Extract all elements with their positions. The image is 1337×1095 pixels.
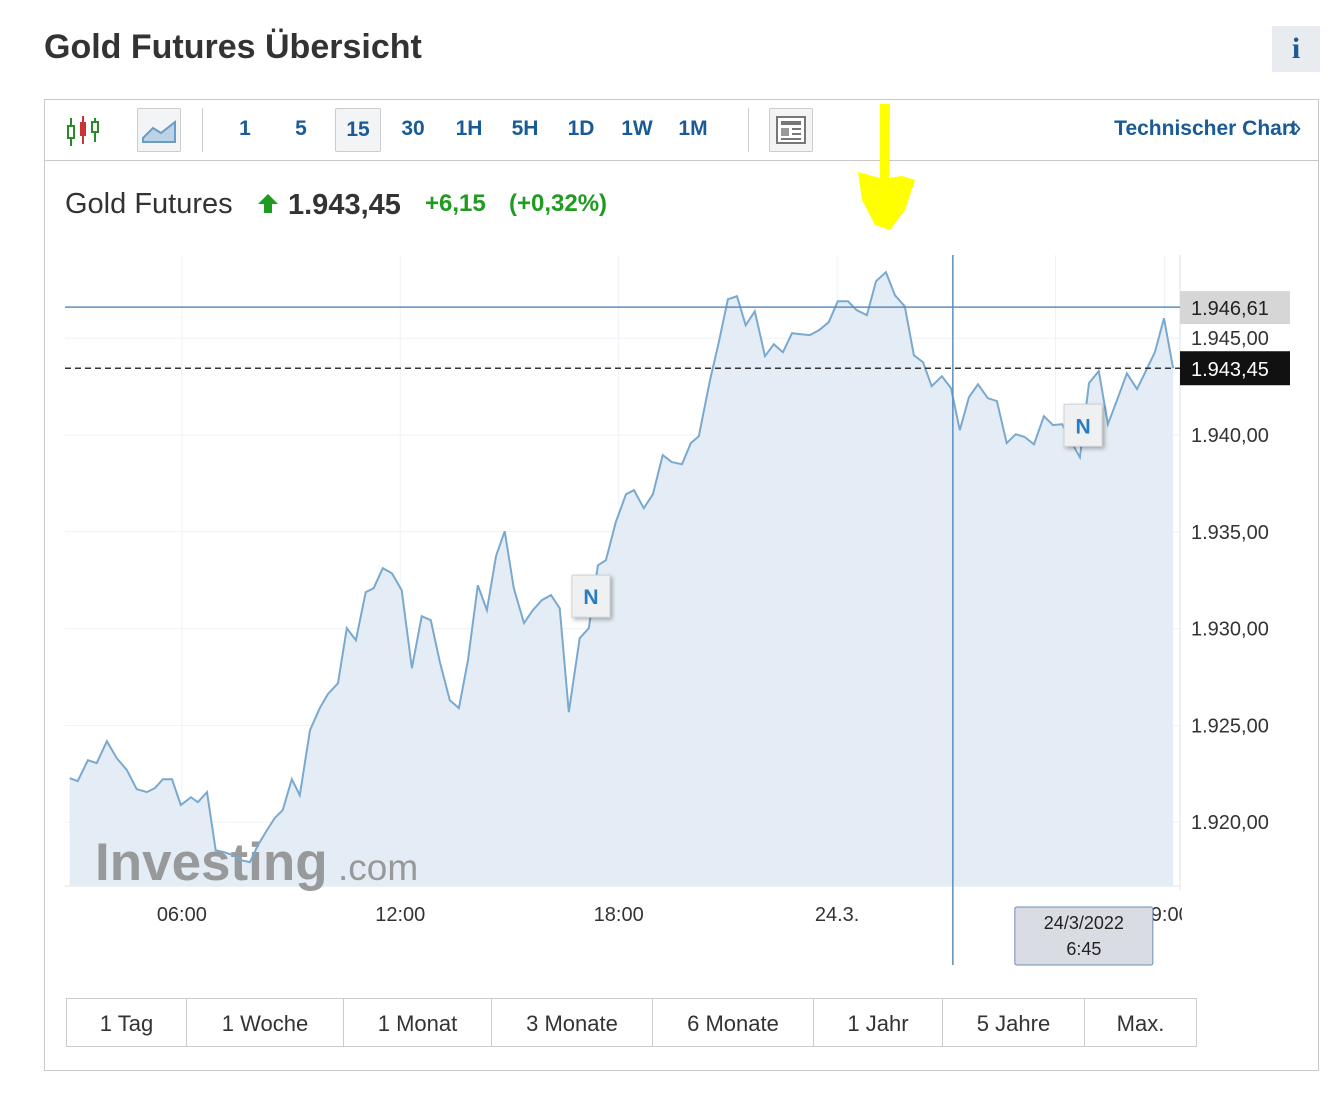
area-chart-button[interactable] [137, 108, 181, 152]
x-tick-label: 18:00 [594, 904, 644, 926]
range-button[interactable]: 5 Jahre [942, 998, 1085, 1047]
range-button[interactable]: Max. [1084, 998, 1197, 1047]
technical-chart-link[interactable]: Technischer Chart [1114, 117, 1297, 140]
link-arrow[interactable]: » [1288, 114, 1302, 141]
interval-button[interactable]: 1M [678, 117, 708, 140]
range-button[interactable]: 1 Jahr [813, 998, 943, 1047]
range-button[interactable]: 1 Monat [343, 998, 492, 1047]
range-button[interactable]: 3 Monate [491, 998, 653, 1047]
chart-widget [44, 99, 1319, 1071]
news-icon [776, 116, 806, 144]
y-tick-label: 1.930,00 [1191, 619, 1269, 641]
news-marker [571, 574, 611, 618]
separator [202, 108, 203, 152]
interval-button[interactable]: 1D [567, 117, 595, 140]
x-tick-label: 06:00 [157, 904, 207, 926]
area-icon [142, 119, 176, 143]
last-price-axis-label: 1.943,45 [1191, 359, 1269, 381]
y-tick-label: 1.945,00 [1191, 328, 1269, 350]
crosshair-price-label: 1.946,61 [1191, 298, 1269, 320]
candlestick-icon[interactable] [66, 114, 102, 148]
time-tooltip-label: 24/3/2022 [1044, 913, 1124, 933]
y-tick-label: 1.935,00 [1191, 522, 1269, 544]
separator [748, 108, 749, 152]
x-tick-label: 12:00 [375, 904, 425, 926]
range-button[interactable]: 6 Monate [652, 998, 814, 1047]
y-tick-label: 1.940,00 [1191, 425, 1269, 447]
crosshair-price-box [1180, 291, 1290, 325]
range-button[interactable]: 1 Tag [66, 998, 187, 1047]
change: +6,15 [425, 190, 486, 217]
time-tooltip [1014, 906, 1154, 966]
watermark: .com [338, 847, 418, 888]
x-tick-label: 24.3. [815, 904, 859, 926]
range-button[interactable]: 1 Woche [186, 998, 344, 1047]
toolbar [45, 100, 1318, 161]
area [69, 272, 1174, 886]
time-tooltip-label: 6:45 [1066, 939, 1101, 959]
change-percent: (+0,32%) [509, 190, 607, 217]
news-marker [1063, 403, 1103, 447]
info-button[interactable]: i [1272, 26, 1320, 72]
interval-button[interactable]: 1W [621, 117, 653, 140]
news-marker-label: N [1075, 415, 1090, 438]
annotation-arrow [858, 104, 915, 230]
news-marker-label: N [583, 586, 598, 609]
y-tick-label: 1.925,00 [1191, 715, 1269, 737]
interval-button[interactable]: 15 [335, 108, 381, 152]
page-title: Gold Futures Übersicht [44, 28, 422, 66]
up-arrow [258, 194, 278, 213]
interval-button[interactable]: 30 [401, 117, 425, 140]
interval-button[interactable]: 1H [455, 117, 483, 140]
price-line [69, 270, 1175, 864]
interval-button[interactable]: 1 [239, 117, 251, 140]
interval-button[interactable]: 5H [511, 117, 539, 140]
last-price-box [1180, 351, 1290, 386]
y-tick-label: 1.920,00 [1191, 812, 1269, 834]
instrument-name: Gold Futures [65, 188, 233, 220]
last-price: 1.943,45 [288, 189, 401, 221]
interval-button[interactable]: 5 [295, 117, 307, 140]
watermark: Investing [95, 833, 328, 892]
